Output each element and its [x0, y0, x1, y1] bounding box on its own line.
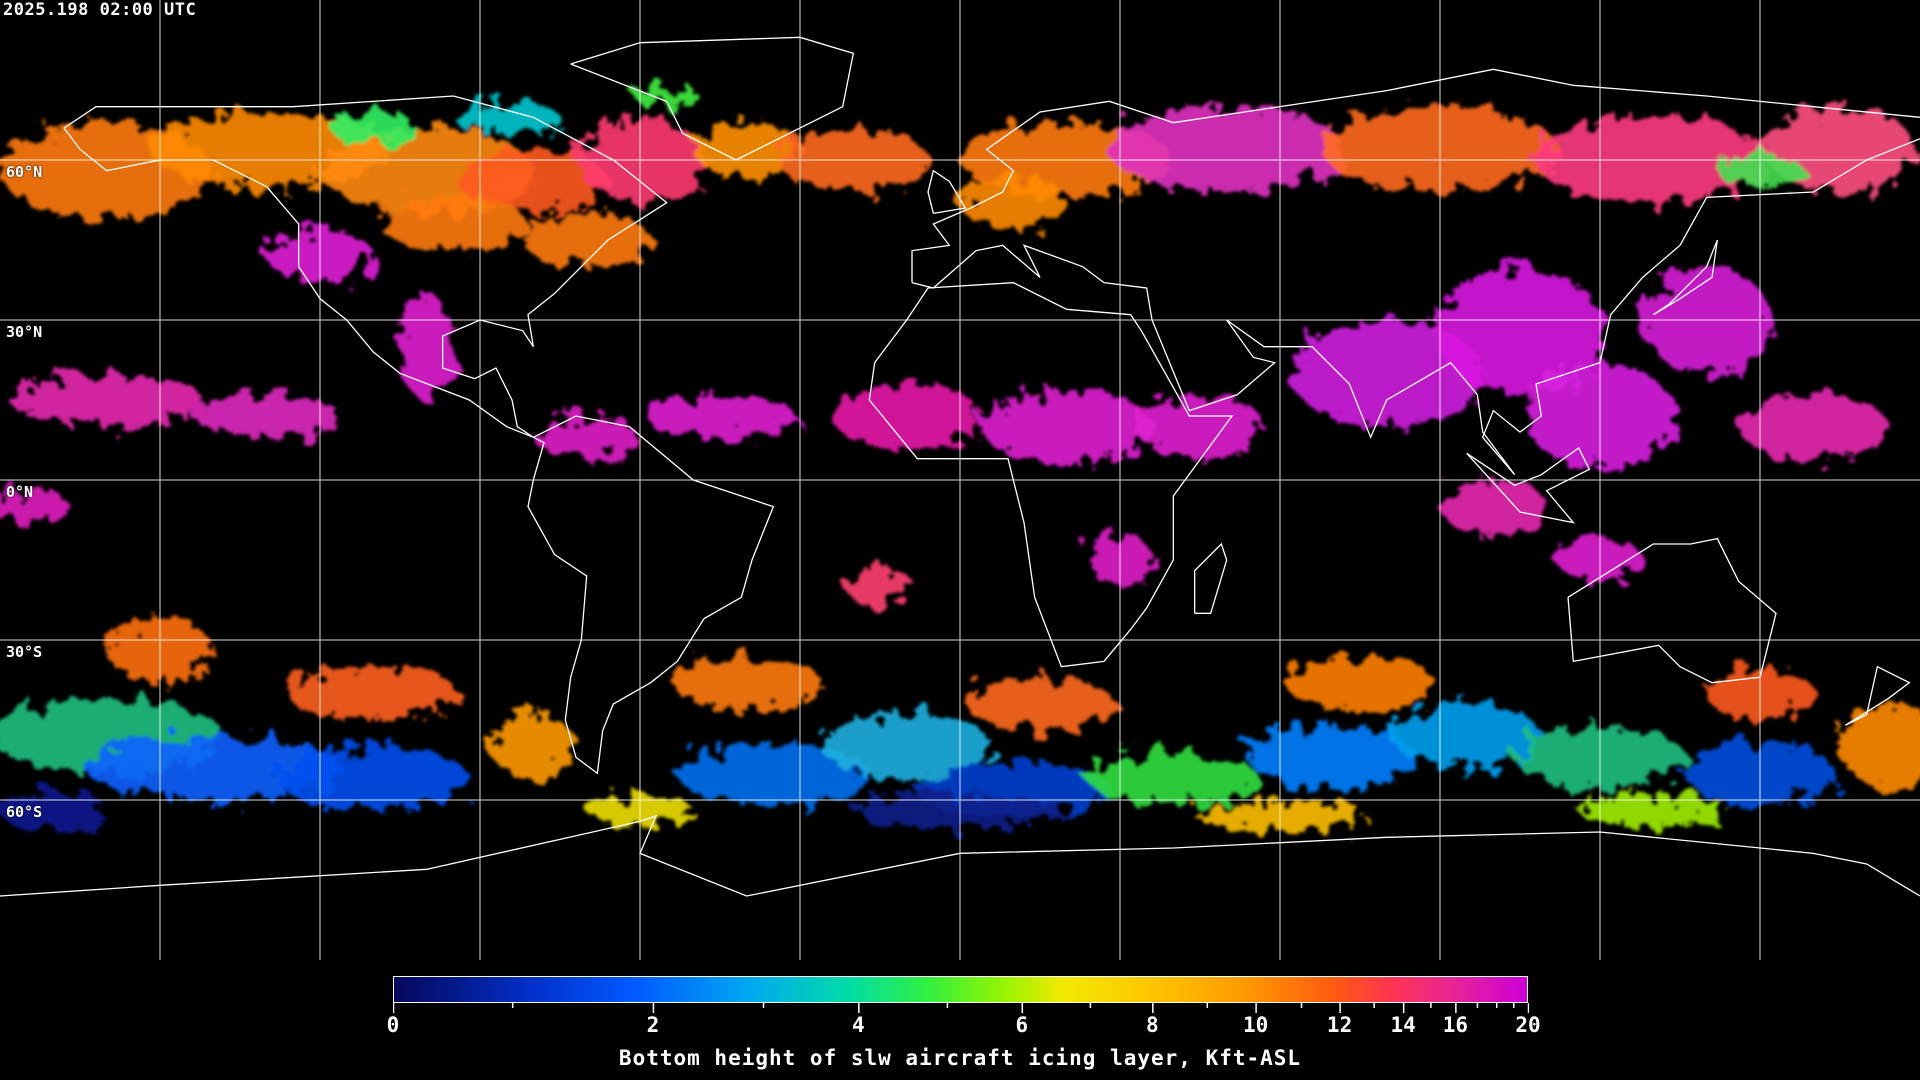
icing-region — [522, 213, 651, 267]
colorbar-tick-label: 4 — [852, 1013, 865, 1037]
coastline — [1844, 665, 1911, 726]
coastline — [911, 138, 1920, 476]
icing-region — [634, 85, 699, 107]
coastline — [911, 68, 1920, 283]
icing-region — [85, 736, 342, 800]
coastline — [1194, 542, 1228, 614]
coastline — [868, 282, 1234, 668]
colorbar-ticks — [393, 1003, 1529, 1013]
icing-region — [1136, 394, 1264, 459]
icing-region — [672, 656, 822, 710]
icing-region — [960, 176, 1067, 230]
coastline — [0, 814, 1920, 897]
icing-region — [533, 416, 641, 459]
icing-region — [1765, 106, 1915, 192]
coastline — [527, 415, 775, 775]
icing-region — [1109, 106, 1344, 192]
colorbar-tick-label: 10 — [1242, 1013, 1269, 1037]
colorbar — [393, 976, 1528, 1003]
icing-region — [330, 112, 417, 144]
lat-label-0n: 0°N — [6, 483, 34, 501]
coastline — [570, 36, 855, 161]
icing-region — [981, 389, 1152, 464]
lat-label-30s: 30°S — [6, 643, 43, 661]
icing-region — [1840, 704, 1920, 790]
timestamp: 2025.198 02:00 UTC — [3, 0, 197, 20]
colorbar-tick-label: 0 — [386, 1013, 400, 1037]
colorbar-tick-label: 8 — [1145, 1013, 1159, 1037]
icing-region — [693, 122, 801, 176]
icing-region — [0, 490, 70, 523]
icing-region — [458, 149, 608, 214]
lat-label-60n: 60°N — [6, 163, 43, 181]
icing-region — [821, 714, 993, 779]
icing-region — [288, 666, 459, 720]
colorbar-title: Bottom height of slw aircraft icing laye… — [618, 1046, 1302, 1070]
icing-region — [453, 101, 560, 134]
icing-region — [1285, 656, 1435, 710]
colorbar-tick-label: 16 — [1442, 1013, 1469, 1037]
icing-region — [1392, 704, 1542, 768]
icing-region — [848, 565, 912, 609]
colorbar-tick-label: 20 — [1515, 1013, 1541, 1037]
coastline — [63, 95, 668, 438]
icing-region — [677, 741, 870, 806]
icing-region — [965, 677, 1115, 731]
lat-label-30n: 30°N — [6, 323, 43, 341]
graticule — [0, 0, 1920, 960]
icing-region — [192, 394, 342, 438]
icing-region — [1290, 320, 1483, 427]
icing-region — [378, 197, 528, 251]
icing-map — [0, 0, 1920, 960]
coastline — [1652, 239, 1718, 316]
colorbar-tick-label: 6 — [1015, 1013, 1029, 1037]
icing-region — [1738, 394, 1889, 459]
coastline — [1466, 447, 1591, 524]
lat-label-60s: 60°S — [6, 803, 43, 821]
icing-region — [1248, 725, 1419, 790]
icing-region — [645, 394, 795, 438]
icing-region — [277, 746, 470, 811]
colorbar-tick-label: 12 — [1326, 1013, 1353, 1037]
icing-region — [1440, 480, 1547, 534]
coastlines — [0, 36, 1920, 897]
colorbar-tick-label: 2 — [646, 1013, 660, 1037]
icing-region — [1578, 794, 1729, 827]
coastline — [1567, 537, 1777, 684]
icing-region — [10, 373, 203, 427]
icing-region — [1434, 266, 1606, 395]
icing-region — [1088, 752, 1259, 806]
icing-region — [490, 714, 576, 779]
colorbar-tick-label: 14 — [1390, 1013, 1416, 1037]
icing-region — [832, 384, 982, 448]
